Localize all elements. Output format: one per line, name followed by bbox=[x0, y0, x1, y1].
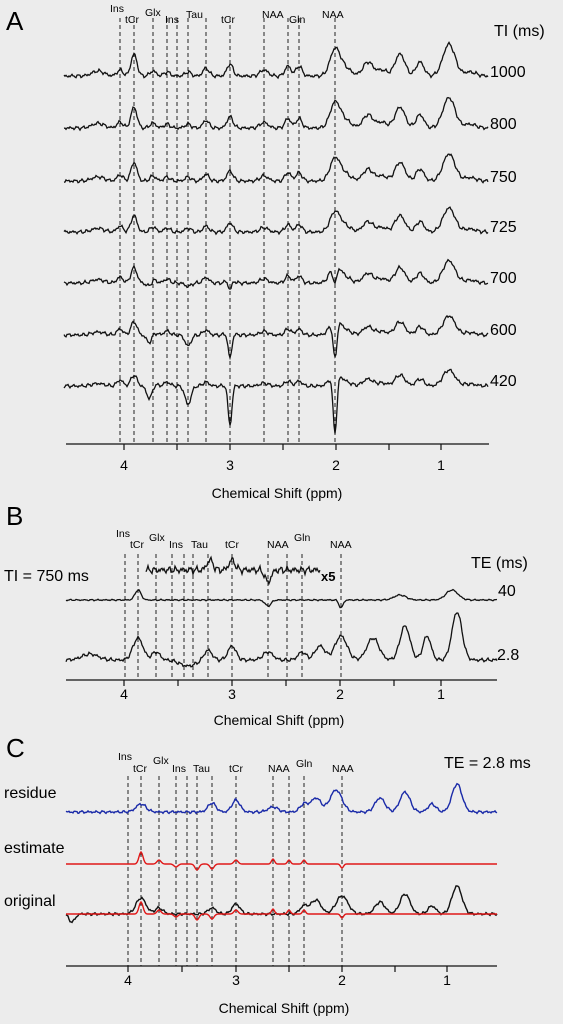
panel-c-spectra bbox=[65, 782, 498, 924]
series-label: 40 bbox=[498, 583, 516, 600]
series-label: 420 bbox=[490, 373, 517, 390]
series-label: 800 bbox=[490, 116, 517, 133]
peak-label: Ins bbox=[169, 539, 183, 551]
tick-label: 2 bbox=[332, 457, 340, 473]
tick-label: 3 bbox=[232, 972, 240, 988]
panel-b: B Ins tCr Glx Ins Tau tCr NAA Gln NAA TI… bbox=[4, 501, 528, 728]
series-label: 700 bbox=[490, 270, 517, 287]
residue-trace bbox=[65, 782, 498, 815]
tick-label: 4 bbox=[124, 972, 132, 988]
original-trace bbox=[65, 885, 498, 924]
tick-label: 2 bbox=[338, 972, 346, 988]
spectrum-line bbox=[63, 153, 489, 184]
trace-label-residue: residue bbox=[4, 785, 57, 802]
peak-label: Tau bbox=[193, 763, 210, 775]
panel-a-peak-labels: Ins tCr Glx Ins Tau tCr NAA Gln NAA bbox=[110, 3, 344, 26]
series-header: TE (ms) bbox=[471, 555, 528, 572]
peak-label: Ins bbox=[172, 763, 186, 775]
tick-label: 2 bbox=[336, 686, 344, 702]
panel-a-label: A bbox=[6, 6, 24, 36]
zoom-label: x5 bbox=[321, 569, 335, 584]
x-axis-title: Chemical Shift (ppm) bbox=[212, 485, 343, 501]
series-label: 725 bbox=[490, 219, 517, 236]
panel-b-peak-labels: Ins tCr Glx Ins Tau tCr NAA Gln NAA bbox=[116, 528, 352, 551]
estimate-trace bbox=[66, 850, 497, 871]
tick-label: 4 bbox=[120, 457, 128, 473]
peak-label: Gln bbox=[296, 758, 313, 770]
peak-label: Ins bbox=[118, 751, 132, 763]
peak-label: NAA bbox=[322, 9, 344, 21]
peak-label: Tau bbox=[191, 539, 208, 551]
peak-label: tCr bbox=[130, 539, 145, 551]
panel-b-spectra bbox=[65, 555, 498, 668]
panel-a-peak-guides bbox=[119, 18, 336, 444]
peak-label: NAA bbox=[268, 763, 290, 775]
spectrum-line bbox=[63, 314, 489, 361]
peak-label: Ins bbox=[110, 3, 124, 15]
panel-c-peak-labels: Ins tCr Glx Ins Tau tCr NAA Gln NAA bbox=[118, 751, 354, 775]
panel-a-ticks bbox=[123, 444, 442, 450]
peak-label: tCr bbox=[225, 539, 240, 551]
spectrum-line bbox=[63, 368, 489, 434]
zoom-trace bbox=[145, 555, 321, 586]
peak-label: Ins bbox=[165, 14, 179, 26]
peak-label: Gln bbox=[289, 14, 306, 26]
peak-label: Gln bbox=[294, 532, 311, 544]
panel-a-series-labels: 1000 800 750 725 700 600 420 bbox=[490, 64, 526, 390]
tick-label: 4 bbox=[120, 686, 128, 702]
panel-b-ticks bbox=[123, 680, 442, 686]
peak-label: NAA bbox=[267, 539, 289, 551]
panel-b-peak-guides bbox=[124, 554, 342, 680]
panel-c-peak-guides bbox=[127, 776, 343, 966]
tick-label: 1 bbox=[437, 457, 445, 473]
tick-label: 1 bbox=[443, 972, 451, 988]
peak-label: Ins bbox=[116, 528, 130, 540]
trace-label-estimate: estimate bbox=[4, 840, 65, 857]
series-label: 1000 bbox=[490, 64, 526, 81]
x-axis-title: Chemical Shift (ppm) bbox=[219, 1000, 350, 1016]
peak-label: Tau bbox=[186, 9, 203, 21]
spectrum-te-2-8 bbox=[65, 612, 498, 668]
peak-label: Glx bbox=[153, 755, 170, 767]
estimate-overlay-trace bbox=[66, 900, 497, 921]
peak-label: NAA bbox=[330, 539, 352, 551]
peak-label: tCr bbox=[133, 763, 148, 775]
x-axis-title: Chemical Shift (ppm) bbox=[214, 712, 345, 728]
peak-label: tCr bbox=[125, 14, 140, 26]
panel-c-ticks bbox=[127, 966, 448, 972]
panel-a-spectra bbox=[63, 41, 489, 434]
spectrum-line bbox=[63, 258, 489, 290]
tick-label: 3 bbox=[228, 686, 236, 702]
condition-label: TI = 750 ms bbox=[4, 568, 89, 585]
spectrum-line bbox=[63, 96, 489, 132]
tick-label: 3 bbox=[226, 457, 234, 473]
series-label: 2.8 bbox=[497, 647, 519, 664]
peak-label: Glx bbox=[145, 7, 162, 19]
peak-label: tCr bbox=[229, 763, 244, 775]
peak-label: tCr bbox=[221, 14, 236, 26]
series-header: TI (ms) bbox=[494, 23, 545, 40]
spectrum-te-40 bbox=[65, 588, 498, 609]
peak-label: Glx bbox=[149, 532, 166, 544]
panel-b-label: B bbox=[6, 501, 23, 531]
series-label: 600 bbox=[490, 322, 517, 339]
spectrum-line bbox=[63, 206, 489, 236]
panel-c-label: C bbox=[6, 733, 25, 763]
condition-label: TE = 2.8 ms bbox=[444, 755, 531, 772]
trace-label-original: original bbox=[4, 893, 56, 910]
peak-label: NAA bbox=[332, 763, 354, 775]
panel-a: A Ins tCr Glx Ins Tau tCr NAA Gln NAA TI… bbox=[6, 3, 545, 501]
spectrum-line bbox=[63, 41, 489, 80]
peak-label: NAA bbox=[262, 9, 284, 21]
series-label: 750 bbox=[490, 169, 517, 186]
panel-c: C Ins tCr Glx Ins Tau tCr NAA Gln NAA TE… bbox=[4, 733, 531, 1016]
tick-label: 1 bbox=[437, 686, 445, 702]
